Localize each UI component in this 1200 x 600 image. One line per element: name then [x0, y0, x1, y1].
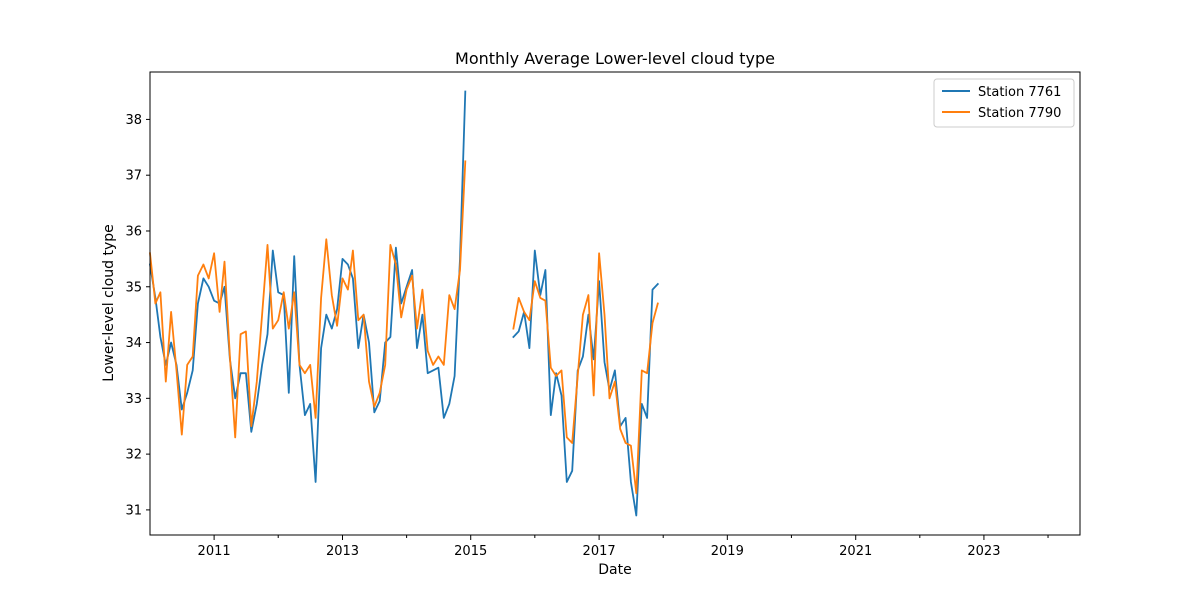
y-tick-label: 32 — [125, 448, 142, 463]
x-tick-label: 2023 — [967, 544, 1000, 559]
y-axis: 31 32 33 34 35 36 37 38 — [125, 113, 150, 518]
x-axis-label: Date — [598, 562, 631, 578]
y-axis-label: Lower-level cloud type — [101, 224, 117, 381]
legend-label-station-7790: Station 7790 — [978, 106, 1061, 121]
legend: Station 7761 Station 7790 — [933, 78, 1075, 128]
x-tick-label: 2013 — [326, 544, 359, 559]
y-tick-label: 34 — [125, 336, 142, 351]
x-tick-label: 2017 — [583, 544, 616, 559]
x-axis: 2011 2013 2015 2017 2019 2021 2023 — [198, 535, 1049, 559]
series-line-station-7761 — [512, 249, 660, 517]
y-tick-label: 33 — [125, 392, 142, 407]
series-line-station-7790 — [512, 252, 659, 495]
y-tick-label: 35 — [125, 280, 142, 295]
plot-frame — [149, 71, 1081, 536]
x-tick-label: 2011 — [198, 544, 231, 559]
legend-label-station-7761: Station 7761 — [978, 85, 1061, 100]
y-tick-label: 37 — [125, 169, 142, 184]
series-line-station-7790 — [149, 160, 467, 439]
y-tick-label: 38 — [125, 113, 142, 128]
x-tick-label: 2015 — [454, 544, 487, 559]
x-tick-label: 2021 — [839, 544, 872, 559]
x-tick-label: 2019 — [711, 544, 744, 559]
series-layer — [148, 90, 660, 517]
y-tick-label: 36 — [125, 224, 142, 239]
y-tick-label: 31 — [125, 503, 142, 518]
chart-title: Monthly Average Lower-level cloud type — [455, 49, 775, 68]
